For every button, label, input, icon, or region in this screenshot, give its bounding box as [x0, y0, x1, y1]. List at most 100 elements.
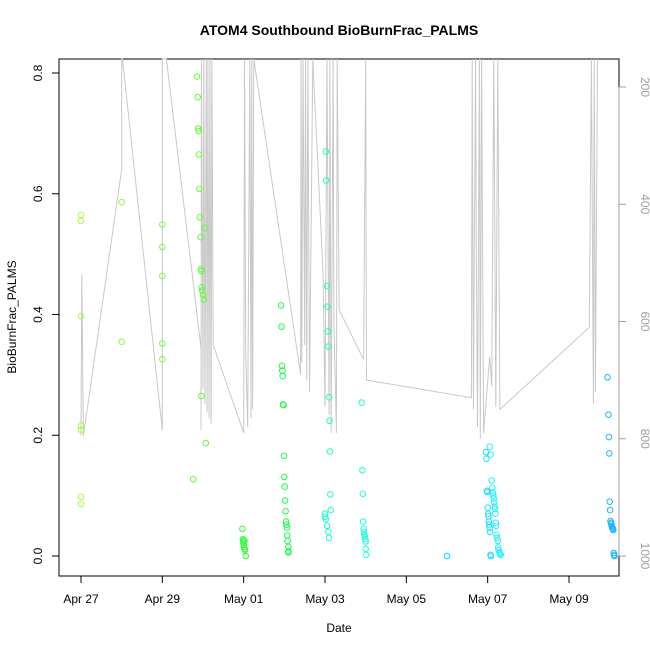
- data-point: [606, 506, 614, 514]
- data-point: [323, 522, 331, 530]
- series-11: [482, 448, 495, 560]
- data-point: [359, 490, 367, 498]
- data-point: [610, 526, 617, 534]
- data-point: [605, 411, 612, 419]
- data-point: [198, 392, 205, 400]
- data-point: [77, 500, 85, 508]
- data-point: [358, 399, 365, 406]
- data-point: [482, 448, 490, 456]
- y2-tick-label: 800: [638, 429, 650, 449]
- data-point: [77, 493, 85, 501]
- y2-tick-label: 200: [638, 77, 650, 97]
- y-axis: 0.0 0.2 0.4 0.6 0.8: [31, 64, 60, 564]
- data-point: [491, 505, 499, 513]
- chart-title: ATOM4 Southbound BioBurnFrac_PALMS: [200, 22, 478, 38]
- data-point: [362, 551, 370, 559]
- data-point: [322, 148, 330, 155]
- data-point: [283, 521, 290, 528]
- y-tick-label: 0.4: [31, 306, 45, 323]
- data-point: [241, 537, 248, 545]
- data-point: [492, 519, 500, 527]
- data-point: [202, 439, 210, 447]
- data-point: [362, 535, 369, 543]
- x-tick-label: May 03: [305, 592, 345, 606]
- x-tick-label: May 05: [387, 592, 427, 606]
- y2-axis: 200 400 600 800 1000: [618, 77, 650, 570]
- data-point: [491, 503, 498, 510]
- data-point: [360, 528, 368, 536]
- data-point: [242, 552, 249, 560]
- data-point: [486, 524, 494, 531]
- data-point: [488, 477, 496, 484]
- data-point: [325, 534, 333, 542]
- data-point: [281, 483, 289, 490]
- y-tick-label: 0.8: [31, 64, 45, 81]
- data-point: [492, 510, 499, 518]
- data-point: [77, 313, 85, 320]
- series-12: [604, 374, 618, 560]
- data-point: [497, 551, 505, 559]
- data-point: [280, 401, 287, 409]
- data-point: [195, 151, 203, 158]
- data-point: [490, 495, 498, 502]
- data-point: [327, 506, 335, 514]
- series-5: [239, 525, 249, 560]
- x-tick-label: Apr 29: [145, 592, 181, 606]
- data-point: [283, 524, 291, 531]
- data-point: [196, 185, 203, 193]
- data-point: [322, 177, 330, 184]
- series-8: [358, 399, 370, 559]
- series-7: [321, 148, 335, 542]
- data-point: [487, 552, 495, 560]
- data-point: [326, 448, 334, 455]
- data-point: [281, 497, 289, 504]
- data-point: [486, 443, 494, 451]
- data-point: [278, 362, 286, 370]
- x-tick-label: May 09: [549, 592, 589, 606]
- data-point: [611, 552, 618, 560]
- data-point: [606, 450, 613, 457]
- series-9: [486, 443, 505, 559]
- data-point: [159, 272, 166, 280]
- series-1: [118, 198, 125, 346]
- data-point: [489, 484, 496, 492]
- y2-line-layer: [80, 58, 598, 439]
- series-0: [77, 211, 85, 508]
- x-axis: Apr 27 Apr 29 May 01 May 03 May 05 May 07 May …: [63, 575, 589, 606]
- data-point: [159, 221, 166, 228]
- data-point: [201, 224, 209, 232]
- data-point: [361, 533, 369, 541]
- data-point: [324, 303, 331, 311]
- data-point: [159, 355, 166, 363]
- data-point: [195, 127, 202, 135]
- data-point: [490, 499, 498, 506]
- data-point: [279, 372, 287, 380]
- data-point: [118, 198, 125, 206]
- data-point: [285, 549, 292, 556]
- y-tick-label: 0.0: [31, 547, 45, 564]
- y-tick-label: 0.6: [31, 185, 45, 202]
- data-point: [323, 282, 331, 290]
- data-point: [77, 426, 85, 434]
- data-point: [240, 539, 247, 547]
- data-point: [159, 340, 166, 347]
- data-point: [193, 73, 201, 80]
- data-point: [484, 510, 492, 518]
- data-point: [325, 343, 332, 350]
- data-point: [77, 422, 85, 429]
- data-point: [197, 233, 204, 241]
- series-2: [159, 221, 166, 363]
- y2-tick-label: 600: [638, 311, 650, 331]
- data-point: [486, 528, 494, 536]
- data-point: [605, 433, 613, 441]
- series-3: [193, 73, 210, 447]
- data-point: [194, 93, 201, 101]
- data-point: [322, 515, 330, 523]
- data-point: [493, 531, 500, 539]
- data-point: [490, 492, 497, 499]
- y-axis-label: BioBurnFrac_PALMS: [5, 260, 19, 373]
- series-4: [189, 476, 197, 483]
- data-point: [278, 323, 285, 330]
- y2-tick-label: 400: [638, 194, 650, 214]
